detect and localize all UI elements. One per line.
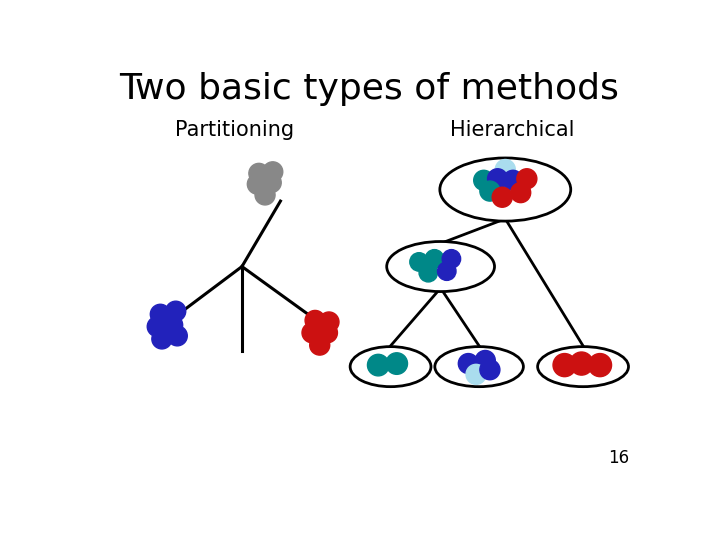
Circle shape: [148, 316, 167, 336]
Ellipse shape: [435, 347, 523, 387]
Circle shape: [492, 187, 512, 207]
Circle shape: [305, 310, 325, 330]
Circle shape: [474, 170, 494, 190]
Ellipse shape: [387, 241, 495, 292]
Circle shape: [426, 249, 444, 268]
Circle shape: [319, 312, 339, 332]
Circle shape: [495, 159, 516, 179]
Circle shape: [475, 350, 495, 370]
Ellipse shape: [350, 347, 431, 387]
Circle shape: [261, 173, 282, 193]
Circle shape: [248, 174, 267, 194]
Ellipse shape: [440, 158, 571, 221]
Circle shape: [249, 164, 269, 184]
Circle shape: [503, 170, 523, 190]
Circle shape: [459, 354, 478, 374]
Circle shape: [517, 168, 537, 189]
Circle shape: [367, 354, 389, 376]
Circle shape: [438, 262, 456, 280]
Text: Hierarchical: Hierarchical: [450, 120, 575, 140]
Circle shape: [553, 354, 576, 377]
Circle shape: [255, 185, 275, 205]
Circle shape: [163, 315, 183, 335]
Text: 16: 16: [608, 449, 629, 467]
Circle shape: [386, 353, 408, 374]
Circle shape: [310, 335, 330, 355]
Circle shape: [419, 264, 438, 282]
Circle shape: [510, 183, 531, 202]
Circle shape: [466, 364, 486, 384]
Circle shape: [263, 162, 283, 182]
Circle shape: [318, 323, 338, 343]
Circle shape: [570, 352, 593, 375]
Circle shape: [487, 168, 508, 189]
Circle shape: [480, 181, 500, 201]
Text: Partitioning: Partitioning: [175, 120, 294, 140]
Circle shape: [166, 301, 186, 321]
Circle shape: [150, 304, 171, 325]
Circle shape: [410, 253, 428, 271]
Circle shape: [480, 360, 500, 380]
Circle shape: [588, 354, 611, 377]
Circle shape: [442, 249, 461, 268]
Ellipse shape: [538, 347, 629, 387]
Text: Two basic types of methods: Two basic types of methods: [119, 72, 619, 106]
Circle shape: [302, 323, 322, 343]
Circle shape: [167, 326, 187, 346]
Circle shape: [152, 329, 172, 349]
